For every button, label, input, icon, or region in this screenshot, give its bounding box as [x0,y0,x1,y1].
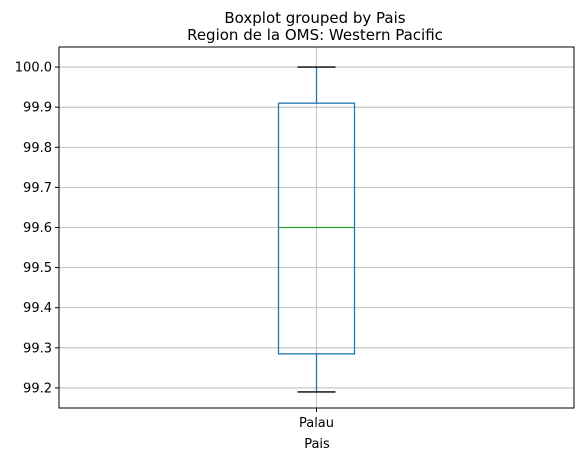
x-axis-label: Pais [304,437,330,452]
y-tick-label: 100.0 [15,61,52,76]
plot-frame [58,46,575,409]
y-tick-label: 99.9 [23,101,52,116]
y-axis-ticks: 99.2 99.3 99.4 99.5 99.6 99.7 99.8 99.9 100.0 [15,61,59,396]
x-axis-ticks: Palau [299,408,334,431]
y-tick-label: 99.8 [23,141,52,156]
y-tick-label: 99.6 [23,221,52,236]
y-tick-label: 99.3 [23,341,52,356]
box-layer [277,66,356,393]
chart-title: Region de la OMS: Western Pacific [187,26,443,44]
x-tick-label: Palau [299,416,334,431]
y-tick-label: 99.4 [23,301,52,316]
y-tick-label: 99.7 [23,181,52,196]
y-tick-label: 99.5 [23,261,52,276]
chart-suptitle: Boxplot grouped by Pais [224,9,405,27]
box-iqr [277,102,356,355]
y-tick-label: 99.2 [23,381,52,396]
